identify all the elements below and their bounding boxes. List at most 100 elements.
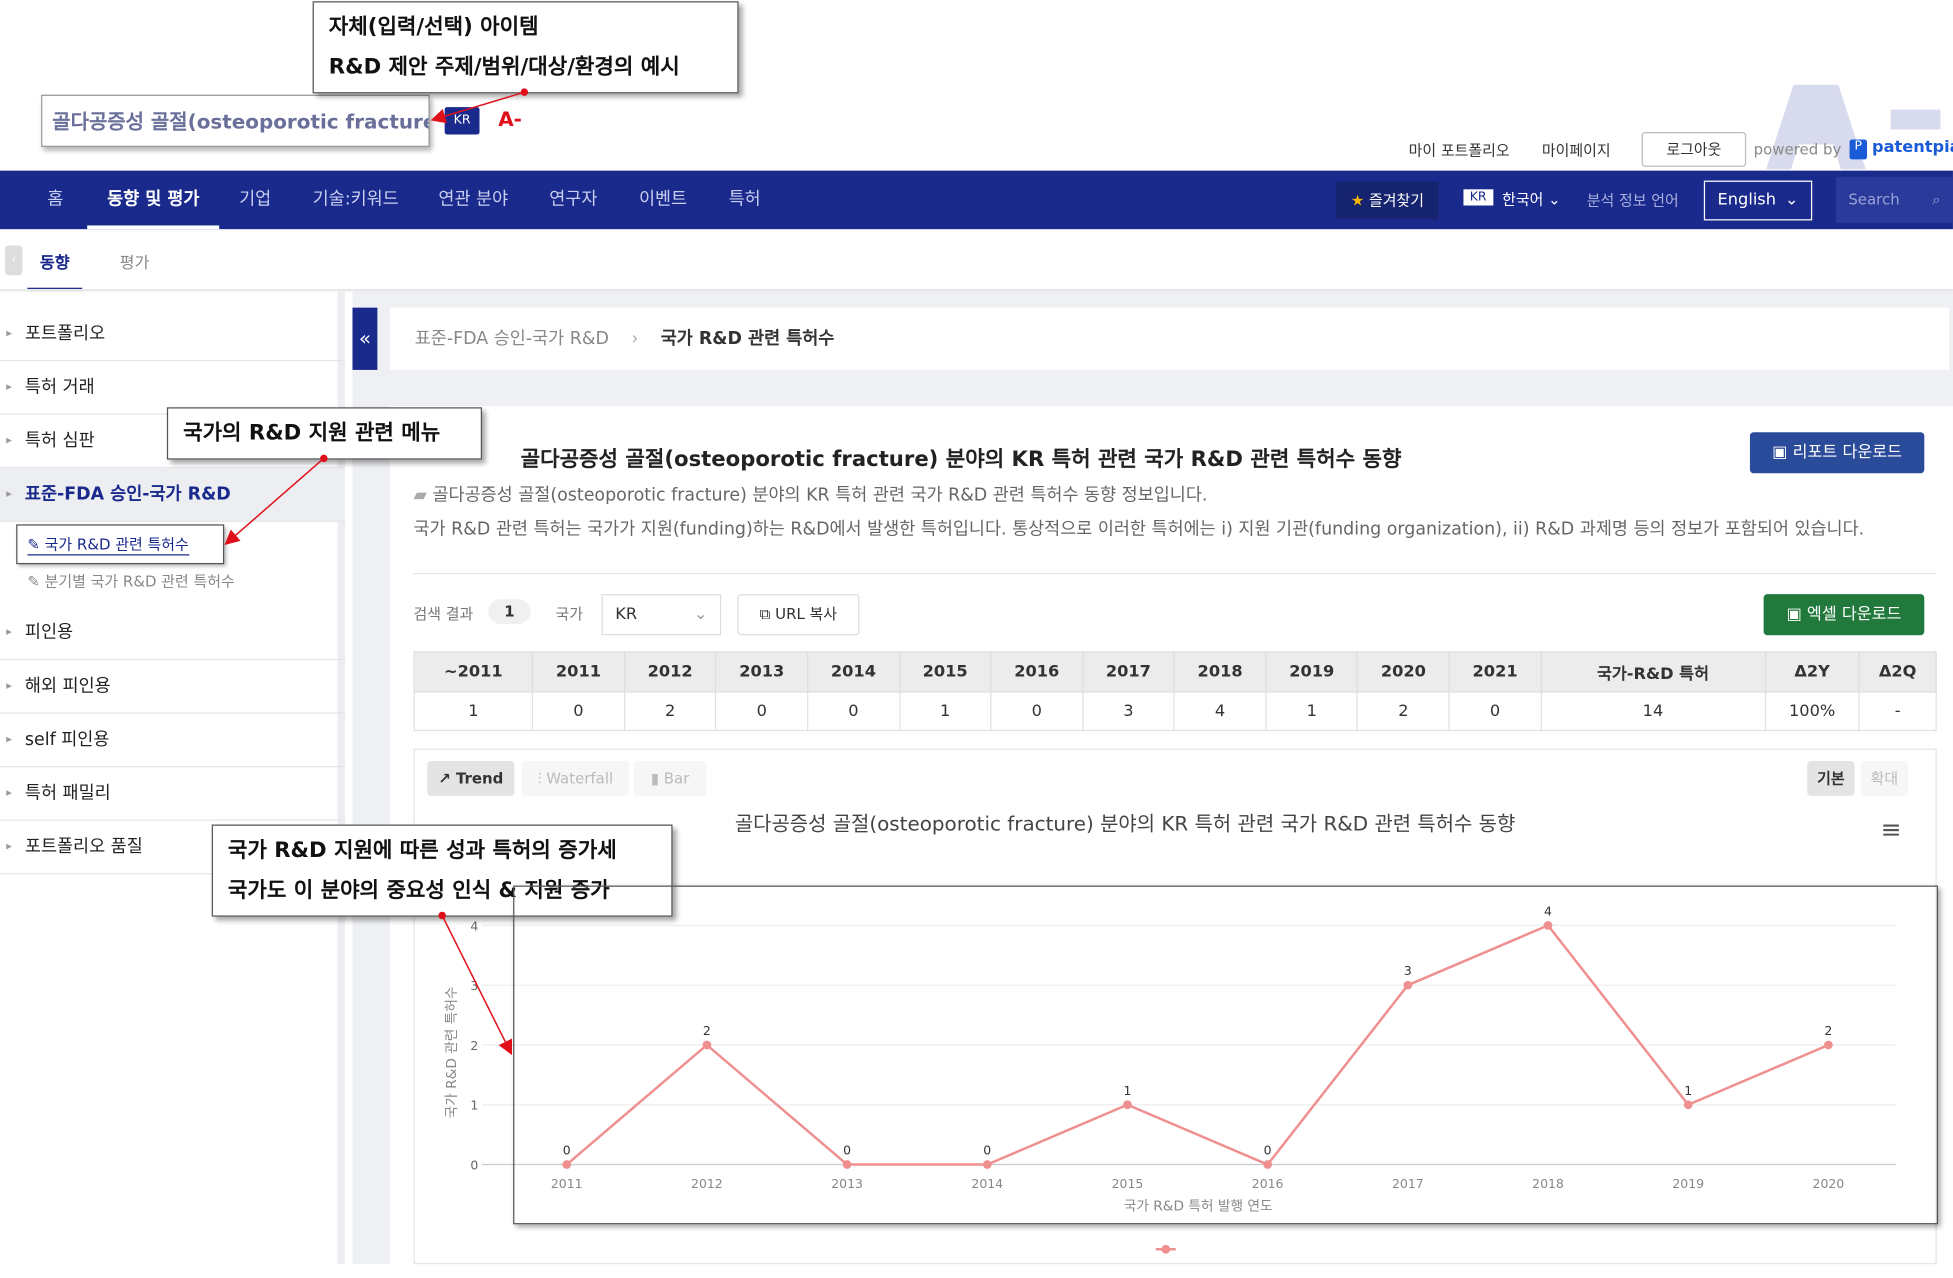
table-cell: 2 [623, 691, 717, 732]
portfolio-name-box: 골다공증성 골절(osteoporotic fracture) [41, 94, 430, 147]
excel-download-button[interactable]: ▣ 엑셀 다운로드 [1763, 594, 1925, 636]
my-portfolio-link[interactable]: 마이 포트폴리오 [1408, 141, 1510, 160]
nav-event[interactable]: 이벤트 [638, 189, 688, 210]
trend-icon: ↗ [438, 769, 451, 788]
brand-logo[interactable]: patentpia [1871, 138, 1953, 157]
country-select[interactable]: KR ⌄ [601, 594, 722, 636]
table-header: 2019 [1265, 651, 1359, 693]
sidebar-item-quality[interactable]: 포트폴리오 품질 [0, 821, 346, 875]
nav-related-field[interactable]: 연관 분야 [438, 189, 509, 210]
data-point[interactable] [1403, 980, 1413, 990]
sidebar-sub-rnd-count[interactable]: ✎ 국가 R&D 관련 특허수 [27, 533, 189, 556]
subtitle: ▰ 골다공증성 골절(osteoporotic fracture) 분야의 KR… [413, 485, 1208, 506]
table-header: Δ2Q [1858, 651, 1937, 693]
chart-tab-trend[interactable]: ↗ Trend [427, 761, 515, 796]
table-header: 2015 [898, 651, 992, 693]
chart-title: 골다공증성 골절(osteoporotic fracture) 분야의 KR 특… [735, 813, 1515, 836]
star-icon: ★ [1350, 191, 1365, 210]
data-point[interactable] [1824, 1040, 1833, 1050]
table-cell: 1 [1265, 691, 1359, 732]
data-point[interactable] [562, 1160, 572, 1169]
sidebar-item-national-rnd[interactable]: 표준-FDA 승인-국가 R&D [0, 468, 346, 522]
sidebar-item-portfolio[interactable]: 포트폴리오 [0, 308, 346, 362]
data-label: 3 [1404, 963, 1412, 978]
data-point[interactable] [982, 1160, 992, 1169]
powered-by-label: powered by [1753, 140, 1842, 159]
table-header: 2012 [623, 651, 717, 693]
view-default-button[interactable]: 기본 [1807, 761, 1855, 796]
data-label: 0 [843, 1143, 851, 1158]
sidebar-item-citation[interactable]: 피인용 [0, 607, 346, 661]
search-input[interactable]: Search ⌕ [1835, 176, 1953, 223]
collapse-sidebar-button[interactable]: « [352, 307, 378, 370]
subtab-trend[interactable]: 동향 [27, 249, 83, 292]
table-header: ~2011 [413, 651, 534, 693]
analysis-lang-select[interactable]: English ⌄ [1703, 180, 1813, 221]
x-tick-label: 2017 [1392, 1176, 1424, 1191]
table-header: 2021 [1448, 651, 1542, 693]
table-header: 2020 [1356, 651, 1450, 693]
result-label: 검색 결과 [413, 605, 474, 623]
table-header: 2016 [990, 651, 1084, 693]
my-page-link[interactable]: 마이페이지 [1541, 141, 1611, 160]
subtab-eval[interactable]: 평가 [119, 254, 150, 273]
search-icon[interactable]: ⌕ [1932, 190, 1941, 208]
x-tick-label: 2020 [1813, 1176, 1845, 1191]
report-download-button[interactable]: ▣ 리포트 다운로드 [1749, 432, 1925, 474]
table-header: 2018 [1173, 651, 1267, 693]
logout-button[interactable]: 로그아웃 [1641, 132, 1747, 167]
favorites-button[interactable]: ★ 즐겨찾기 [1336, 181, 1439, 220]
data-point[interactable] [842, 1160, 852, 1169]
annotation-chart: 국가 R&D 지원에 따른 성과 특허의 증가세 국가도 이 분야의 중요성 인식… [211, 824, 673, 917]
chart-tab-waterfall[interactable]: ⫶ Waterfall [521, 761, 629, 796]
y-tick-label: 2 [470, 1038, 478, 1053]
table-cell: 0 [990, 691, 1084, 732]
analysis-lang-label: 분석 정보 언어 [1586, 191, 1679, 210]
data-point[interactable] [1683, 1100, 1693, 1110]
sidebar-sub-quarterly[interactable]: ✎ 분기별 국가 R&D 관련 특허수 [27, 572, 235, 591]
sidebar-item-foreign-citation[interactable]: 해외 피인용 [0, 660, 346, 714]
patentpia-logo-icon: P [1849, 139, 1868, 160]
y-tick-label: 0 [470, 1158, 478, 1173]
table-cell: 1 [898, 691, 992, 732]
word-icon: ▣ [1772, 443, 1788, 463]
legend-marker[interactable] [1161, 1244, 1171, 1254]
table-header: Δ2Y [1764, 651, 1860, 693]
sidebar-item-self-citation[interactable]: self 피인용 [0, 714, 346, 768]
tag-icon: ▰ [413, 485, 427, 506]
sidebar-item-family[interactable]: 특허 패밀리 [0, 767, 346, 821]
x-axis-label: 국가 R&D 특허 발행 연도 [1124, 1199, 1273, 1215]
chart-tab-bar[interactable]: ▮ Bar [633, 761, 707, 796]
chart-menu-icon[interactable]: ≡ [1880, 814, 1902, 845]
annotation-top: 자체(입력/선택) 아이템 R&D 제안 주제/범위/대상/환경의 예시 [312, 1, 739, 94]
data-label: 0 [563, 1143, 571, 1158]
data-label: 2 [1824, 1023, 1832, 1038]
x-tick-label: 2011 [551, 1176, 583, 1191]
data-point[interactable] [1123, 1100, 1132, 1110]
page-title: 골다공증성 골절(osteoporotic fracture) 분야의 KR 특… [520, 447, 1402, 473]
nav-patent[interactable]: 특허 [728, 189, 761, 210]
data-point[interactable] [1263, 1160, 1273, 1169]
description: 국가 R&D 관련 특허는 국가가 지원(funding)하는 R&D에서 발생… [413, 519, 1865, 540]
nav-researcher[interactable]: 연구자 [549, 189, 598, 210]
nav-trend-eval[interactable]: 동향 및 평가 [87, 171, 220, 230]
annotation-highlight-chart [513, 885, 1938, 1225]
language-select[interactable]: 한국어 ⌄ [1502, 190, 1561, 208]
annotation-menu: 국가의 R&D 지원 관련 메뉴 [166, 407, 483, 460]
table-header: 2017 [1081, 651, 1175, 693]
data-label: 0 [983, 1143, 991, 1158]
nav-keyword[interactable]: 기술:키워드 [312, 189, 399, 210]
nav-home[interactable]: 홈 [47, 189, 64, 210]
x-tick-label: 2013 [831, 1176, 863, 1191]
table-header: 2014 [806, 651, 900, 693]
chevron-down-icon: ⌄ [1784, 190, 1799, 210]
subtab-back[interactable]: ‹ [4, 245, 23, 276]
url-copy-button[interactable]: ⧉ URL 복사 [737, 594, 860, 636]
nav-company[interactable]: 기업 [239, 189, 272, 210]
table-cell: 1 [413, 691, 534, 732]
breadcrumb-parent[interactable]: 표준-FDA 승인-국가 R&D [414, 328, 609, 349]
data-point[interactable] [1543, 921, 1553, 930]
data-point[interactable] [702, 1040, 712, 1050]
view-zoom-button[interactable]: 확대 [1860, 761, 1909, 796]
data-label: 4 [1544, 903, 1552, 918]
